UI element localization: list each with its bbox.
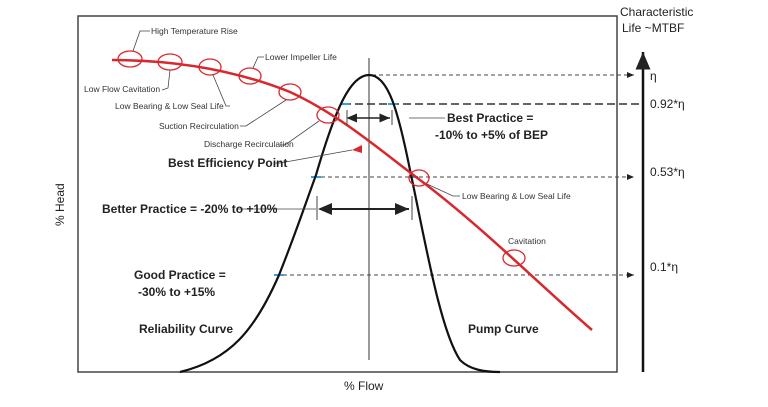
- good-practice-line1: Good Practice =: [134, 268, 226, 282]
- right-axis-title-2: Life ~MTBF: [622, 21, 684, 35]
- label-low-bearing-1: Low Bearing & Low Seal Life: [115, 101, 224, 111]
- good-practice-line2: -30% to +15%: [138, 285, 215, 299]
- leader-lines: [132, 30, 460, 210]
- label-high-temp: High Temperature Rise: [151, 26, 238, 36]
- label-discharge-recirc: Discharge Recirculation: [204, 139, 294, 149]
- bep-marker: [352, 145, 362, 153]
- x-axis-label: % Flow: [344, 379, 384, 393]
- right-axis-title-1: Characteristic: [620, 5, 693, 19]
- label-bep: Best Efficiency Point: [168, 156, 287, 170]
- condition-circles: [117, 50, 526, 267]
- plot-frame: [77, 15, 618, 373]
- y-axis-label: % Head: [53, 183, 67, 226]
- pump-curve-label: Pump Curve: [468, 322, 539, 336]
- label-low-bearing-2: Low Bearing & Low Seal Life: [462, 191, 571, 201]
- pump-curve: [111, 58, 593, 331]
- right-tick-092: 0.92*η: [650, 97, 685, 111]
- right-tick-01: 0.1*η: [650, 260, 678, 274]
- right-tick-053: 0.53*η: [650, 165, 685, 179]
- reliability-curve: [179, 73, 501, 374]
- better-practice-label: Better Practice = -20% to +10%: [102, 202, 278, 216]
- level-markers: [274, 103, 418, 276]
- label-lower-impeller: Lower Impeller Life: [265, 52, 337, 62]
- right-tick-eta: η: [650, 69, 657, 83]
- label-suction-recirc: Suction Recirculation: [159, 121, 239, 131]
- reliability-curve-label: Reliability Curve: [139, 322, 233, 336]
- best-practice-line2: -10% to +5% of BEP: [435, 128, 548, 142]
- label-low-flow-cavitation: Low Flow Cavitation: [84, 84, 160, 94]
- best-practice-line1: Best Practice =: [447, 111, 533, 125]
- label-cavitation: Cavitation: [508, 236, 546, 246]
